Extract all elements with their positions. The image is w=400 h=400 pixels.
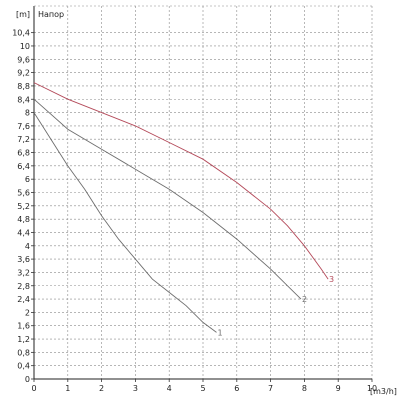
- series-label-2: 2: [302, 295, 307, 304]
- series-label-3: 3: [329, 275, 334, 284]
- y-tick-label: 1,6: [17, 322, 30, 331]
- x-tick-label: 0: [31, 384, 36, 393]
- y-tick-label: 2,8: [17, 282, 30, 291]
- x-tick-label: 2: [99, 384, 104, 393]
- x-tick-label: 8: [302, 384, 307, 393]
- y-tick-label: 9,6: [17, 55, 30, 64]
- y-tick-label: 0: [25, 375, 30, 384]
- y-tick-label: 5,2: [17, 202, 30, 211]
- x-tick-label: 1: [65, 384, 70, 393]
- x-tick-label: 4: [167, 384, 172, 393]
- y-tick-label: 3,2: [17, 268, 30, 277]
- y-tick-label: 6: [25, 175, 30, 184]
- x-axis-ticks: 0 1 2 3 4 5 6 7 8 9 10: [31, 379, 377, 393]
- x-tick-label: 3: [133, 384, 138, 393]
- series-line-2: [33, 98, 302, 300]
- y-tick-label: 8,4: [17, 95, 30, 104]
- chart-title: Напор: [38, 10, 64, 19]
- series-label-1: 1: [218, 328, 223, 337]
- y-tick-label: 4,4: [17, 228, 30, 237]
- y-axis-ticks: 0 0,4 0,8 1,2 1,6 2 2,4 2,8 3,2 3,6 4 4,4 4,8 5,2 5,6 6…: [12, 29, 34, 384]
- grid: [34, 6, 373, 379]
- y-tick-label: 3,6: [17, 255, 30, 264]
- series-line-3: [33, 82, 329, 280]
- y-tick-label: 8: [25, 109, 30, 118]
- y-tick-label: 4: [25, 242, 30, 251]
- x-tick-label: 6: [234, 384, 239, 393]
- y-tick-label: 7,6: [17, 122, 30, 131]
- x-axis-unit-label: [m3/h]: [370, 387, 397, 396]
- y-tick-label: 1,2: [17, 335, 30, 344]
- y-tick-label: 8,8: [17, 82, 30, 91]
- series-line-1: [33, 112, 217, 333]
- x-tick-label: 9: [336, 384, 341, 393]
- series-lines: 1 2 3: [33, 82, 334, 337]
- y-tick-label: 10: [20, 42, 30, 51]
- x-tick-label: 5: [200, 384, 205, 393]
- x-tick-label: 7: [268, 384, 273, 393]
- y-tick-label: 4,8: [17, 215, 30, 224]
- y-tick-label: 7,2: [17, 135, 30, 144]
- y-tick-label: 2,4: [17, 295, 30, 304]
- y-tick-label: 6,4: [17, 162, 30, 171]
- y-tick-label: 0,8: [17, 348, 30, 357]
- x-tick-label: 10: [367, 384, 377, 393]
- y-tick-label: 6,8: [17, 149, 30, 158]
- y-axis-unit-label: [m]: [16, 10, 30, 19]
- y-tick-label: 5,6: [17, 189, 30, 198]
- y-tick-label: 9,2: [17, 69, 30, 78]
- y-tick-label: 10,4: [12, 29, 30, 38]
- y-tick-label: 2: [25, 308, 30, 317]
- y-tick-label: 0,4: [17, 362, 30, 371]
